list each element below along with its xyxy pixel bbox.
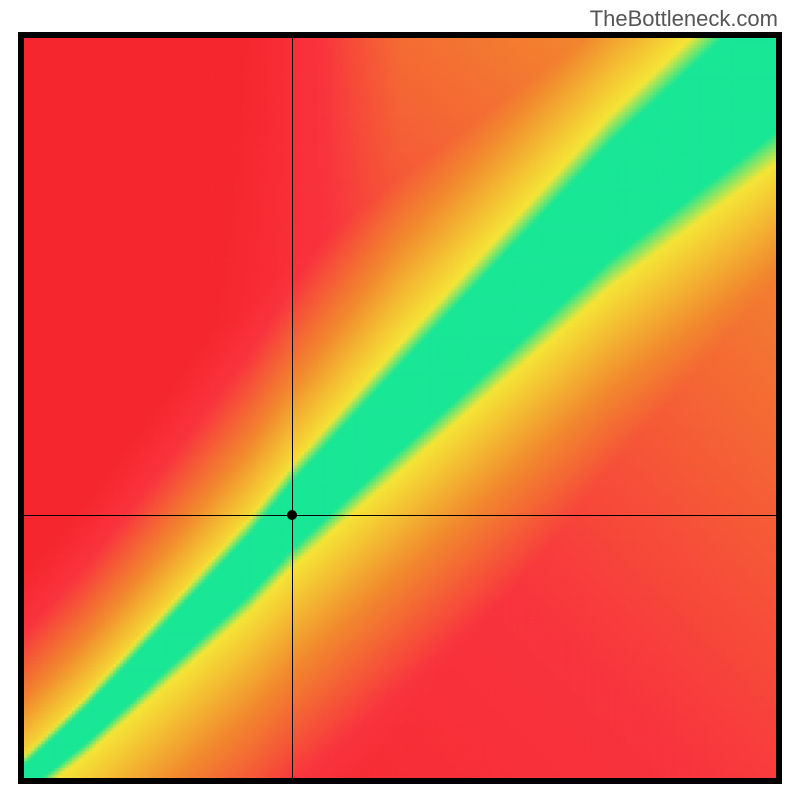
crosshair-vertical: [292, 38, 293, 778]
heatmap-canvas: [24, 38, 776, 778]
crosshair-horizontal: [24, 515, 776, 516]
crosshair-marker: [287, 510, 297, 520]
plot-frame: [18, 32, 782, 784]
watermark-text: TheBottleneck.com: [590, 6, 778, 32]
chart-container: TheBottleneck.com: [0, 0, 800, 800]
